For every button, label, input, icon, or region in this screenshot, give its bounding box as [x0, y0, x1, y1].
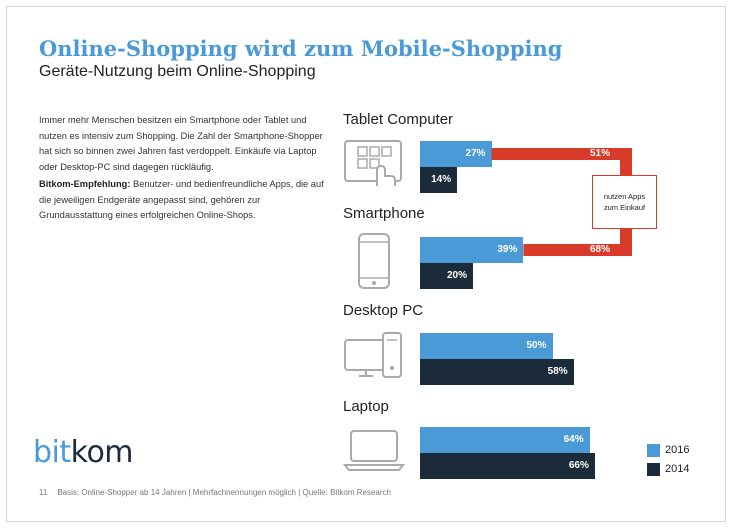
source-note: Basis: Online-Shopper ab 14 Jahren | Meh…	[57, 488, 391, 497]
page-subtitle: Geräte-Nutzung beim Online-Shopping	[39, 63, 316, 80]
value-label-2014-tablet: 14%	[431, 174, 452, 185]
page-title: Online-Shopping wird zum Mobile-Shopping	[39, 36, 563, 61]
recommendation-label: Bitkom-Empfehlung:	[39, 179, 131, 189]
bar-2016-desktop	[420, 333, 553, 359]
tablet-icon	[344, 140, 402, 186]
footer: 11 Basis: Online-Shopper ab 14 Jahren | M…	[39, 488, 391, 497]
slide-frame	[6, 6, 726, 522]
legend-swatch-2016	[647, 444, 660, 457]
bar-2014-tablet	[420, 167, 458, 193]
value-label-2016-laptop: 64%	[563, 434, 584, 445]
value-label-2016-desktop: 50%	[526, 340, 547, 351]
legend-label-2014: 2014	[665, 463, 690, 475]
bar-2016-laptop	[420, 427, 590, 453]
legend-label-2016: 2016	[665, 444, 690, 456]
value-label-2014-desktop: 58%	[547, 366, 568, 377]
recommendation-body: Benutzer- und bedienfreundliche Apps, di…	[39, 179, 324, 220]
value-label-2016-tablet: 27%	[465, 148, 486, 159]
bar-2014-desktop	[420, 359, 574, 385]
apps-value-label-smartphone: 68%	[589, 244, 610, 255]
logo-part-bit: bit	[33, 435, 71, 470]
bar-2014-laptop	[420, 453, 595, 479]
value-label-2014-laptop: 66%	[568, 460, 589, 471]
legend-swatch-2014	[647, 463, 660, 476]
bar-2016-smartphone	[420, 237, 524, 263]
recommendation-text: Bitkom-Empfehlung: Benutzer- und bedienf…	[39, 177, 329, 224]
laptop-icon	[343, 430, 405, 471]
category-label-tablet: Tablet Computer	[343, 111, 454, 128]
bar-2014-smartphone	[420, 263, 473, 289]
logo-part-kom: kom	[70, 435, 134, 470]
app-callout-line1: nutzen Apps	[603, 192, 646, 201]
value-label-2016-smartphone: 39%	[497, 244, 518, 255]
app-usage-callout: nutzen Apps zum Einkauf	[592, 175, 657, 229]
app-connector-smartphone	[523, 229, 632, 256]
desktop-pc-icon	[344, 332, 402, 378]
category-label-desktop: Desktop PC	[343, 302, 424, 319]
bitkom-logo: bitkom	[33, 435, 134, 470]
category-label-smartphone: Smartphone	[343, 205, 425, 222]
page-number: 11	[39, 488, 48, 497]
app-callout-line2: zum Einkauf	[603, 203, 646, 212]
category-label-laptop: Laptop	[343, 398, 389, 415]
intro-text: Immer mehr Menschen besitzen ein Smartph…	[39, 115, 323, 172]
bar-2016-tablet	[420, 141, 492, 167]
smartphone-icon	[358, 233, 390, 289]
value-label-2014-smartphone: 20%	[446, 270, 467, 281]
apps-value-label-tablet: 51%	[589, 148, 610, 159]
app-connector-tablet	[491, 148, 632, 175]
